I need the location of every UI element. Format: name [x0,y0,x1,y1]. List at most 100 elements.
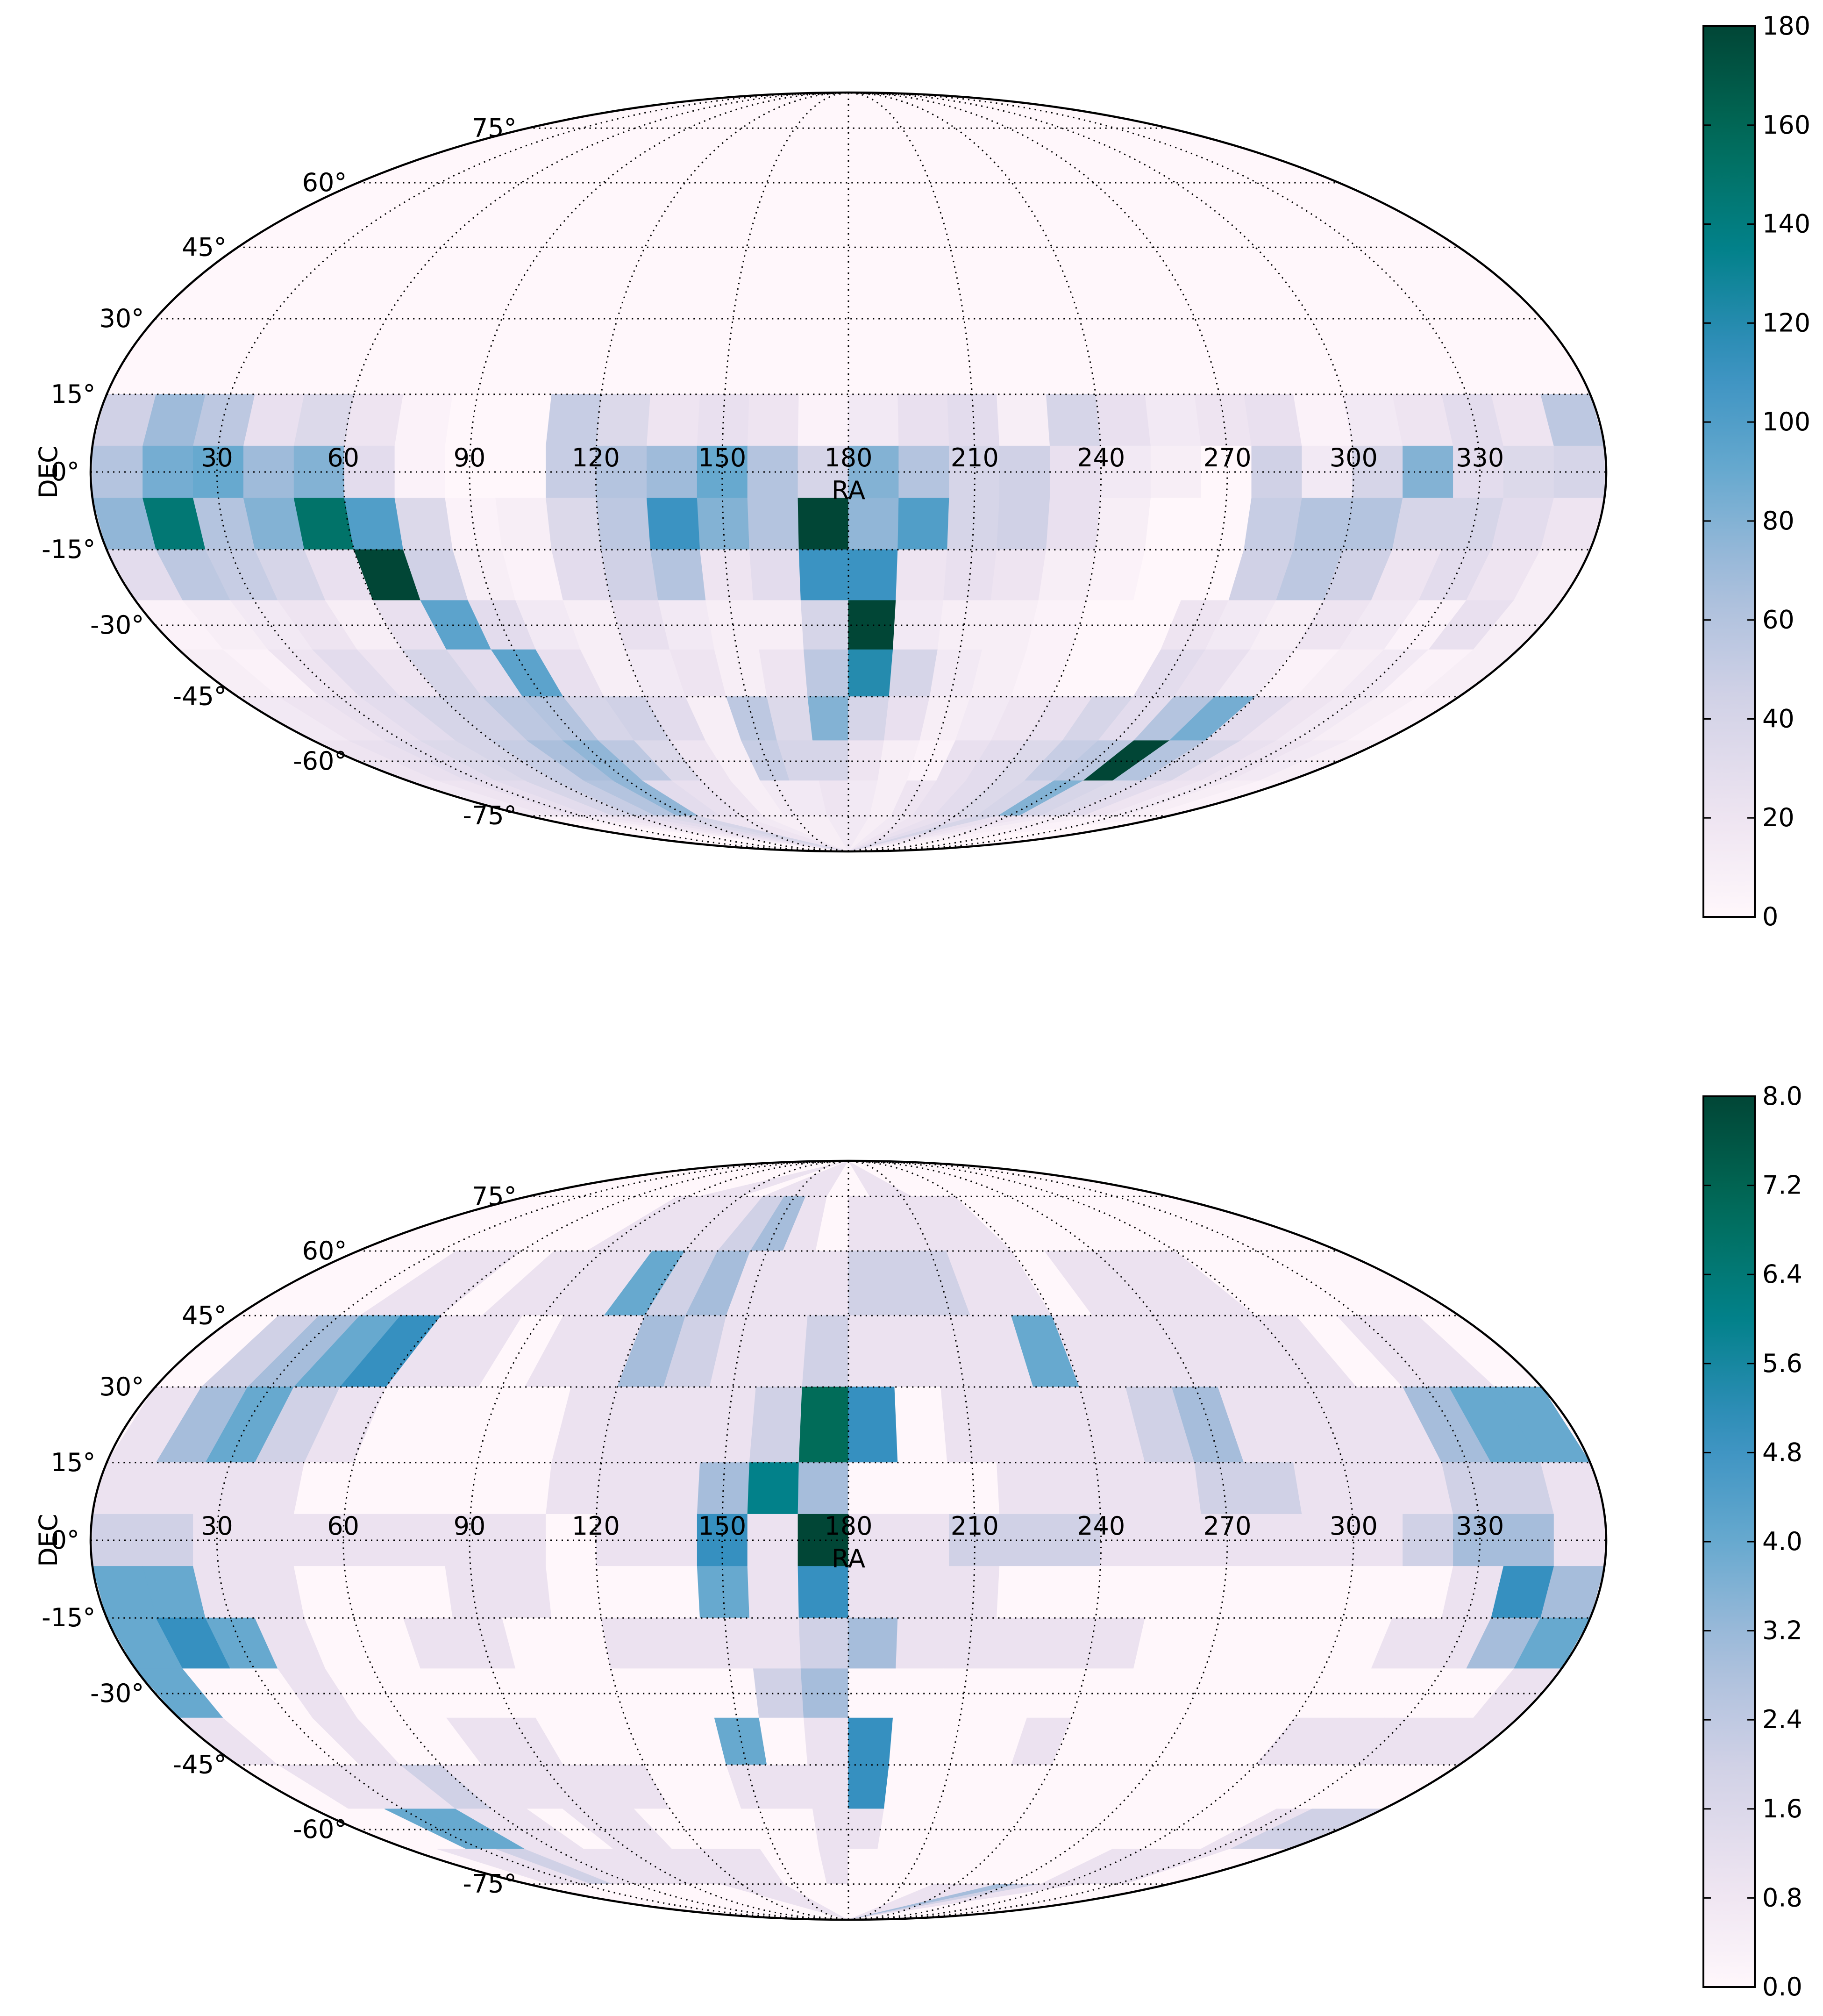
ra-tick-label: 240 [1077,1511,1125,1541]
ra-tick-label: 150 [698,1511,746,1541]
y-axis-label: DEC [34,445,63,498]
heatmap-cell [943,1617,997,1669]
ra-gridline [469,1161,849,1920]
ra-tick-label: 240 [1077,443,1125,472]
heatmap-cell [650,549,706,601]
dec-tick-label: 15° [51,1448,96,1477]
colorbar-tick-label: 5.6 [1762,1349,1802,1378]
dec-tick-label: -15° [42,1603,95,1632]
dec-tick-label: 15° [51,379,96,409]
heatmap-cell [749,1387,803,1463]
heatmap-cell [596,1462,651,1515]
dec-tick-label: -45° [173,682,227,711]
heatmap-cell [848,318,898,395]
heatmap-cell [943,549,997,601]
heatmap-cell [596,394,651,446]
colorbar-tick-label: 4.8 [1762,1437,1802,1467]
ra-tick-label: 180 [824,443,872,472]
ra-tick-label: 90 [454,1511,486,1541]
heatmap-cell [937,600,991,650]
heatmap-cell [889,1717,938,1766]
heatmap-cell [798,1462,849,1515]
heatmap-cell [1403,1514,1454,1567]
heatmap-cell [749,318,803,395]
heatmap-cell [848,696,890,741]
heatmap-cell [802,1315,849,1387]
heatmap-cell [699,1387,756,1463]
heatmap-cell [546,394,602,446]
heatmap-cell [1150,445,1202,499]
ra-tick-label: 330 [1456,1511,1504,1541]
map-outline [89,1159,1608,1921]
heatmap-cell [394,394,453,446]
heatmap-cell [999,1514,1050,1567]
heatmap-cell [749,549,801,601]
heatmap-cell [1244,394,1303,446]
heatmap-cell [699,1617,754,1669]
heatmap-cell [1038,1617,1096,1669]
heatmap-cell [894,318,948,395]
heatmap-cell [749,1617,801,1669]
heatmap-cell [848,1717,894,1766]
heatmap-cell [1293,1566,1353,1618]
dec-tick-label: 0° [51,457,79,486]
heatmap-cell [990,1617,1047,1669]
ra-tick-label: 210 [951,443,999,472]
heatmap-cell [896,549,948,601]
heatmap-cell [697,1462,750,1515]
colorbar-tick-label: 1.6 [1762,1794,1802,1823]
heatmap-cell [1046,1566,1101,1618]
heatmap-cell [848,1617,898,1669]
heatmap-cell [1244,498,1303,550]
dec-tick-label: 75° [472,113,517,143]
heatmap-cell [990,549,1047,601]
heatmap-cell [293,498,355,550]
ra-tick-label: 180 [824,1511,872,1541]
y-axis-label: DEC [34,1514,63,1566]
heatmap-cell [1244,1566,1303,1618]
colorbar-tick-label: 120 [1762,308,1810,337]
heatmap-cell [747,498,799,550]
ra-tick-label: 90 [454,443,486,472]
sky-map-panel-bottom: 30 60 90 120 150 180 210 240 270 300 330 75° 60° 45° 3… [34,1081,1802,2002]
heatmap-cell [495,445,547,499]
heatmap-cell [142,1514,194,1567]
heatmap-cell [92,445,143,499]
graticule [91,93,1606,851]
heatmap-cell [394,1462,453,1515]
heatmap-cell [999,445,1050,499]
ra-tick-label: 300 [1330,1511,1378,1541]
heatmap-cell [1293,498,1353,550]
heatmap-cell [1046,498,1101,550]
ra-tick-label: 120 [572,1511,620,1541]
heatmap-cell [646,1462,701,1515]
heatmap-cell [646,1566,701,1618]
ra-tick-label: 120 [572,443,620,472]
heatmap-cell [889,649,938,697]
x-axis-label: RA [832,476,865,505]
heatmap-cell [798,498,849,550]
heatmap-cell [947,1462,1000,1515]
heatmap-cell [650,1617,706,1669]
heatmap-cell [848,1566,899,1618]
heatmap-cell [445,1462,503,1515]
heatmap-cell [394,498,453,550]
ra-gridline [469,93,849,851]
heatmap-cell [1145,394,1202,446]
x-axis-label: RA [832,1544,865,1573]
heatmap-cell [798,1387,849,1463]
colorbar-tick-label: 100 [1762,407,1810,436]
heatmap-cell [1244,1462,1303,1515]
heatmap-cell [896,1617,948,1669]
colorbar-tick-label: 80 [1762,506,1795,536]
heatmap-cell [646,394,701,446]
heatmap-cell [1095,394,1151,446]
colorbar-tick-label: 4.0 [1762,1527,1802,1556]
heatmap-cell [647,445,698,499]
heatmap-cell [759,1717,808,1766]
heatmap-cell [800,600,849,650]
heatmap-cell [848,1315,895,1387]
heatmap-cell [897,1566,950,1618]
heatmap-cell [747,445,798,499]
